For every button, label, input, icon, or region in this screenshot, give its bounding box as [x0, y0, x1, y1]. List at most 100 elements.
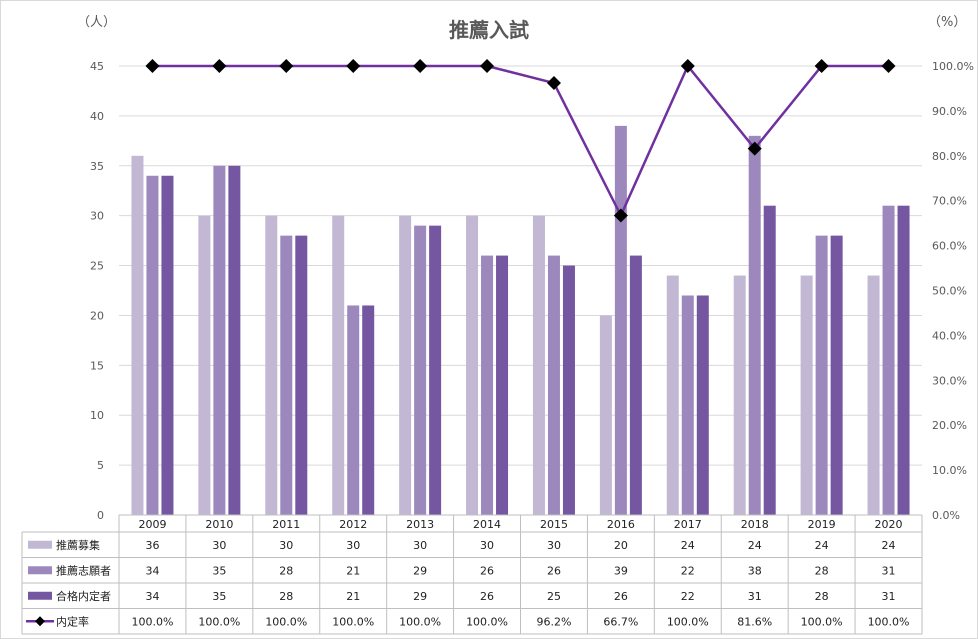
bar	[466, 215, 479, 515]
line-point	[346, 59, 361, 73]
data-label: 30	[480, 539, 494, 552]
data-label: 34	[145, 590, 159, 603]
data-label: 100.0%	[131, 615, 173, 628]
y-tick-label: 45	[90, 60, 104, 73]
bar	[332, 215, 345, 515]
bar	[280, 235, 293, 515]
y2-tick-label: 50.0%	[932, 285, 967, 298]
line-point	[881, 59, 896, 73]
data-label: 100.0%	[801, 615, 843, 628]
bar	[867, 275, 880, 515]
bar	[681, 295, 694, 515]
y-tick-label: 25	[90, 260, 104, 273]
bar	[830, 235, 843, 515]
data-label: 28	[279, 564, 293, 577]
x-tick-label: 2018	[741, 518, 769, 531]
bar	[228, 165, 241, 515]
bar	[213, 165, 226, 515]
bar	[131, 155, 144, 516]
bar	[414, 225, 427, 515]
line-point	[747, 141, 762, 156]
y2-tick-label: 40.0%	[932, 329, 967, 342]
data-label: 29	[413, 564, 427, 577]
x-tick-label: 2010	[205, 518, 233, 531]
y-tick-label: 0	[97, 509, 104, 522]
bar	[198, 215, 211, 515]
y-tick-label: 20	[90, 309, 104, 322]
bar	[547, 255, 560, 516]
series-line	[152, 63, 889, 219]
data-label: 100.0%	[667, 615, 709, 628]
line-point	[480, 59, 495, 73]
bar	[815, 235, 828, 515]
x-tick-label: 2017	[674, 518, 702, 531]
y2-tick-label: 10.0%	[932, 464, 967, 477]
data-label: 28	[815, 564, 829, 577]
data-label: 35	[212, 564, 226, 577]
data-label: 100.0%	[868, 615, 910, 628]
data-label: 100.0%	[466, 615, 508, 628]
x-tick-label: 2015	[540, 518, 568, 531]
line-point	[613, 208, 628, 223]
y2-tick-label: 80.0%	[932, 150, 967, 163]
data-label: 26	[614, 590, 628, 603]
data-label: 30	[413, 539, 427, 552]
data-label: 21	[346, 564, 360, 577]
data-label: 100.0%	[198, 615, 240, 628]
bar	[599, 315, 612, 515]
bar	[666, 275, 679, 515]
bar	[496, 255, 509, 516]
data-label: 39	[614, 564, 628, 577]
bar	[362, 305, 375, 515]
y-tick-label: 40	[90, 110, 104, 123]
data-label: 24	[681, 539, 695, 552]
data-label: 30	[212, 539, 226, 552]
data-label: 34	[145, 564, 159, 577]
x-tick-label: 2011	[272, 518, 300, 531]
x-tick-label: 2012	[339, 518, 367, 531]
bar	[733, 275, 746, 515]
line-point	[814, 59, 829, 73]
legend-swatch	[28, 566, 52, 575]
y2-tick-label: 100.0%	[932, 60, 974, 73]
data-label: 26	[480, 590, 494, 603]
y2-tick-label: 30.0%	[932, 374, 967, 387]
y-tick-label: 15	[90, 359, 104, 372]
data-label: 30	[346, 539, 360, 552]
bar	[897, 205, 910, 515]
data-label: 96.2%	[536, 615, 571, 628]
data-label: 25	[547, 590, 561, 603]
bar	[629, 255, 642, 516]
axis-layer: 0 5 10 15 20 25 30 35 40 45 0.0% 10.0% 20.0% 30.0% 40.…	[90, 60, 974, 522]
bar	[696, 295, 709, 515]
data-label: 35	[212, 590, 226, 603]
data-label: 30	[279, 539, 293, 552]
legend-label: 内定率	[56, 614, 89, 628]
bar	[614, 125, 627, 515]
data-label: 31	[882, 590, 896, 603]
data-label: 81.6%	[737, 615, 772, 628]
y-tick-label: 10	[90, 409, 104, 422]
y2-tick-label: 90.0%	[932, 105, 967, 118]
data-label: 100.0%	[332, 615, 374, 628]
y-tick-label: 35	[90, 160, 104, 173]
y-tick-label: 30	[90, 210, 104, 223]
bar	[265, 215, 278, 515]
legend-swatch	[28, 540, 52, 549]
bar	[347, 305, 360, 515]
bar	[295, 235, 308, 515]
data-label: 100.0%	[265, 615, 307, 628]
bar	[429, 225, 442, 515]
bar	[161, 175, 174, 515]
data-label: 28	[279, 590, 293, 603]
line-point	[680, 59, 695, 73]
x-tick-label: 2013	[406, 518, 434, 531]
y-tick-label: 5	[97, 459, 104, 472]
bar	[748, 135, 761, 515]
bar-layer	[131, 125, 910, 516]
data-label: 36	[145, 539, 159, 552]
bar	[763, 205, 776, 515]
data-table: 2009 2010 2011 2012 2013 2014 2015 2016 2017 2018…	[21, 514, 923, 635]
